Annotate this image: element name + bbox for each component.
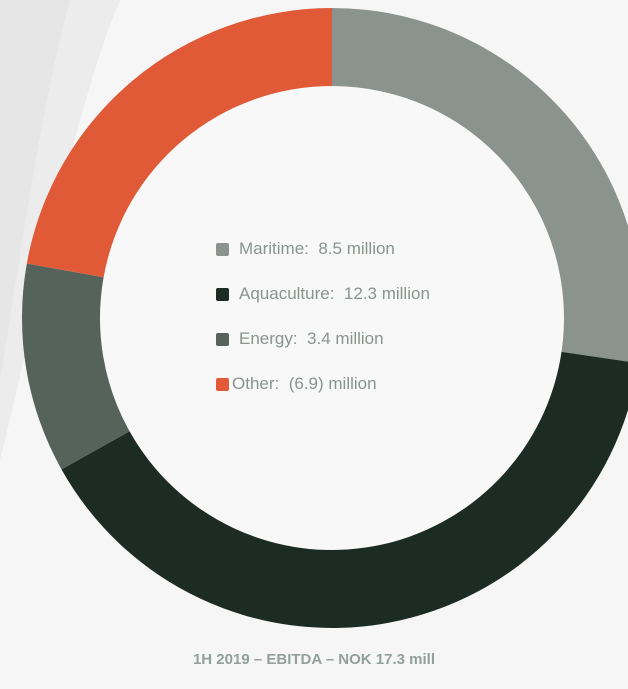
legend-label-maritime: Maritime <box>239 239 305 258</box>
donut-slice-aquaculture <box>61 351 628 628</box>
legend-label-energy: Energy <box>239 329 293 348</box>
legend-swatch-energy <box>216 332 229 346</box>
legend-value-other: (6.9) million <box>288 374 377 393</box>
chart-legend: Maritime: 8.5 million Aquaculture: 12.3 … <box>216 237 430 417</box>
donut-slice-energy <box>21 263 130 470</box>
legend-swatch-other <box>216 377 229 391</box>
legend-item-maritime: Maritime: 8.5 million <box>216 237 430 261</box>
donut-slice-maritime <box>332 8 628 362</box>
legend-swatch-maritime <box>216 242 229 256</box>
legend-item-aquaculture: Aquaculture: 12.3 million <box>216 282 430 306</box>
legend-value-aquaculture: 12.3 million <box>343 284 430 303</box>
chart-title: 1H 2019 – EBITDA – NOK 17.3 mill <box>192 651 436 668</box>
legend-label-other: Other <box>232 374 275 393</box>
legend-item-energy: Energy: 3.4 million <box>216 327 430 351</box>
legend-item-other: Other: (6.9) million <box>216 372 430 396</box>
legend-swatch-aquaculture <box>216 287 229 301</box>
donut-center <box>100 86 564 550</box>
legend-label-aquaculture: Aquaculture <box>239 284 330 303</box>
legend-value-maritime: 8.5 million <box>318 239 395 258</box>
donut-slice-other <box>26 8 332 278</box>
legend-value-energy: 3.4 million <box>307 329 384 348</box>
